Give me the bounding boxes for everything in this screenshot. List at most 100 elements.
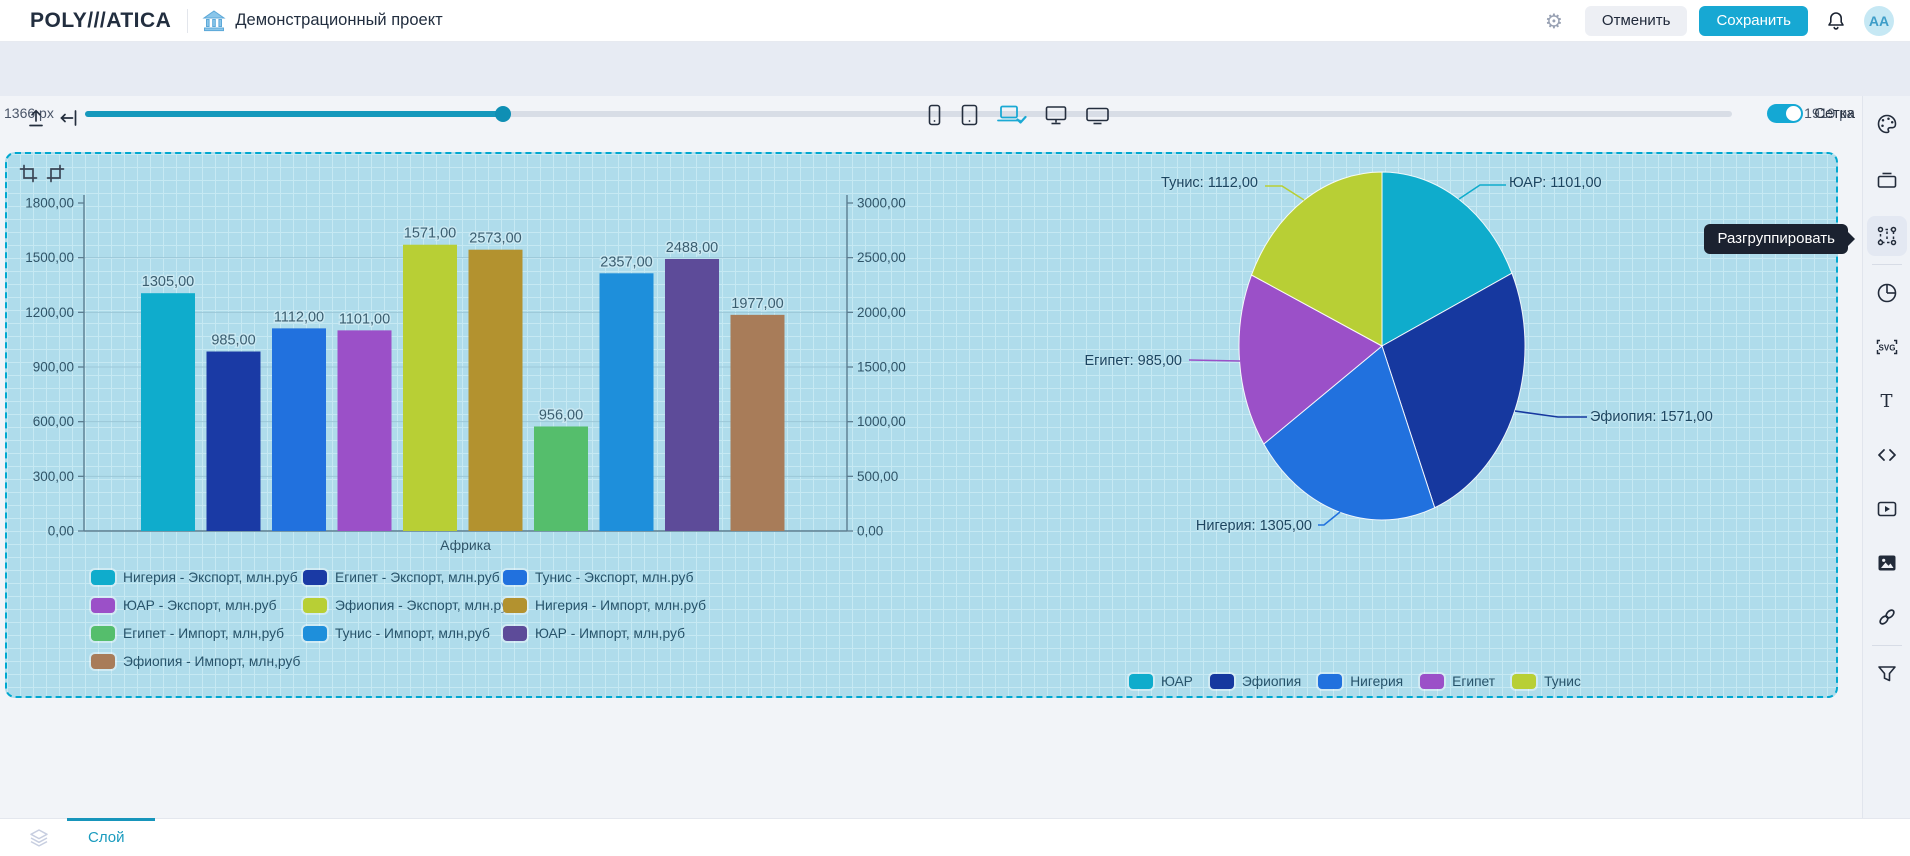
legend-swatch xyxy=(1512,674,1537,689)
crop-icon[interactable] xyxy=(19,164,38,183)
video-icon[interactable] xyxy=(1867,489,1907,529)
code-icon[interactable] xyxy=(1867,435,1907,475)
svg-icon[interactable]: SVG xyxy=(1867,327,1907,367)
layer-tab-indicator xyxy=(67,818,155,821)
legend-label: Нигерия xyxy=(1350,674,1404,689)
right-axis-tick: 0,00 xyxy=(857,524,883,539)
legend-item[interactable]: Египет xyxy=(1420,674,1495,689)
bar-value-label: 1305,00 xyxy=(142,274,194,290)
legend-label: Тунис xyxy=(1544,674,1581,689)
canvas-area[interactable]: 0,00 0,00 300,00 500,00 600,00 1000,00 900,00 1… xyxy=(0,130,1862,818)
device-desktop-icon[interactable] xyxy=(1044,104,1068,126)
bar xyxy=(730,314,785,531)
legend-label: Эфиопия xyxy=(1241,674,1302,689)
image-icon[interactable] xyxy=(1867,543,1907,583)
legend-swatch xyxy=(503,598,527,613)
legend-item[interactable]: Тунис - Экспорт, млн.руб xyxy=(503,570,743,585)
pie-label: Тунис: 1112,00 xyxy=(1161,175,1258,191)
legend-swatch xyxy=(91,626,115,641)
right-axis-tick: 2500,00 xyxy=(857,250,906,265)
width-slider-row: 1366 px 1919 px xyxy=(0,96,1862,130)
legend-swatch xyxy=(503,626,527,641)
legend-swatch xyxy=(503,570,527,585)
width-slider-handle[interactable] xyxy=(495,106,511,122)
right-axis-tick: 1500,00 xyxy=(857,360,906,375)
pie-chart-legend: ЮАР Эфиопия Нигерия Египет Тунис xyxy=(1129,674,1581,689)
bottom-bar: Слой xyxy=(0,818,1910,856)
indent-left-icon[interactable] xyxy=(58,108,80,128)
sidebar-divider xyxy=(1871,264,1902,265)
upload-icon[interactable] xyxy=(25,108,47,128)
link-icon[interactable] xyxy=(1867,597,1907,637)
slider-min-label: 1366 px xyxy=(4,105,54,121)
legend-item[interactable]: Тунис - Импорт, млн,руб xyxy=(303,626,503,641)
filter-icon[interactable] xyxy=(1867,654,1907,694)
legend-swatch xyxy=(1209,674,1234,689)
width-slider-track[interactable] xyxy=(85,106,1732,122)
save-button[interactable]: Сохранить xyxy=(1699,5,1808,36)
legend-item[interactable]: ЮАР xyxy=(1129,674,1193,689)
frame-icon[interactable] xyxy=(1867,160,1907,200)
legend-label: Нигерия - Экспорт, млн.руб xyxy=(123,570,298,585)
pie-label-leader xyxy=(1514,410,1587,418)
legend-item[interactable]: Эфиопия - Экспорт, млн.руб xyxy=(303,598,516,613)
device-laptop-icon-active[interactable] xyxy=(996,104,1027,126)
layers-icon[interactable] xyxy=(28,827,50,849)
bar xyxy=(665,258,719,531)
bar-value-label: 1112,00 xyxy=(274,309,324,325)
left-axis-tick: 1800,00 xyxy=(25,196,74,211)
group-icon[interactable] xyxy=(1866,216,1907,256)
legend-item[interactable]: Египет - Импорт, млн,руб xyxy=(91,626,303,641)
legend-item[interactable]: Нигерия - Импорт, млн.руб xyxy=(503,598,743,613)
device-tv-icon[interactable] xyxy=(1085,104,1110,126)
pie-chart-icon[interactable] xyxy=(1867,273,1907,313)
device-preview-switcher xyxy=(926,104,1110,126)
bar-value-label: 1101,00 xyxy=(339,311,390,327)
ungroup-tooltip: Разгруппировать xyxy=(1704,224,1855,254)
legend-swatch xyxy=(91,598,115,613)
legend-item[interactable]: Нигерия - Экспорт, млн.руб xyxy=(91,570,303,585)
device-tablet-icon[interactable] xyxy=(960,104,979,126)
grid-toggle-label: Сетка xyxy=(1814,105,1855,122)
legend-label: ЮАР - Экспорт, млн.руб xyxy=(123,598,277,613)
bar-value-label: 1571,00 xyxy=(404,226,456,242)
bar xyxy=(468,249,523,531)
legend-label: ЮАР xyxy=(1161,674,1193,689)
legend-swatch xyxy=(1129,674,1153,689)
pie-label-leader xyxy=(1318,511,1341,526)
header: POLY///ATICA Демонстрационный проект ⚙ О… xyxy=(0,0,1910,42)
bar-chart-legend: Нигерия - Экспорт, млн.руб Египет - Экспо… xyxy=(91,570,743,669)
legend-item[interactable]: ЮАР - Экспорт, млн.руб xyxy=(91,598,303,613)
cancel-button[interactable]: Отменить xyxy=(1584,5,1688,36)
legend-item[interactable]: Эфиопия - Импорт, млн,руб xyxy=(91,654,303,669)
legend-label: Египет - Импорт, млн,руб xyxy=(123,626,285,641)
legend-item[interactable]: Эфиопия xyxy=(1209,674,1302,689)
pie-label: Нигерия: 1305,00 xyxy=(1195,518,1312,534)
right-axis-tick: 500,00 xyxy=(857,469,898,484)
bank-icon xyxy=(202,9,226,32)
legend-item[interactable]: Тунис xyxy=(1512,674,1581,689)
gear-icon[interactable]: ⚙ xyxy=(1544,8,1563,33)
legend-item[interactable]: Египет - Экспорт, млн.руб xyxy=(303,570,503,585)
device-phone-icon[interactable] xyxy=(926,104,943,126)
palette-icon[interactable] xyxy=(1867,104,1907,144)
left-axis-tick: 900,00 xyxy=(33,360,74,375)
header-divider xyxy=(187,8,189,33)
crop-alt-icon[interactable] xyxy=(46,164,65,183)
legend-item[interactable]: ЮАР - Импорт, млн,руб xyxy=(503,626,743,641)
legend-label: Тунис - Экспорт, млн.руб xyxy=(535,570,694,585)
bell-icon[interactable] xyxy=(1826,10,1846,32)
dashboard-selection[interactable]: 0,00 0,00 300,00 500,00 600,00 1000,00 900,00 1… xyxy=(5,152,1838,698)
legend-swatch xyxy=(1420,674,1445,689)
pie-label-leader xyxy=(1265,185,1305,201)
text-icon[interactable]: T xyxy=(1880,390,1893,412)
grid-toggle[interactable] xyxy=(1767,104,1804,123)
avatar[interactable]: AA xyxy=(1864,5,1894,36)
right-axis-tick: 2000,00 xyxy=(857,305,906,320)
left-axis-tick: 1500,00 xyxy=(25,250,74,265)
tab-layer[interactable]: Слой xyxy=(88,829,125,846)
bar xyxy=(337,330,392,531)
legend-label: Тунис - Импорт, млн,руб xyxy=(335,626,490,641)
legend-item[interactable]: Нигерия xyxy=(1318,674,1403,689)
